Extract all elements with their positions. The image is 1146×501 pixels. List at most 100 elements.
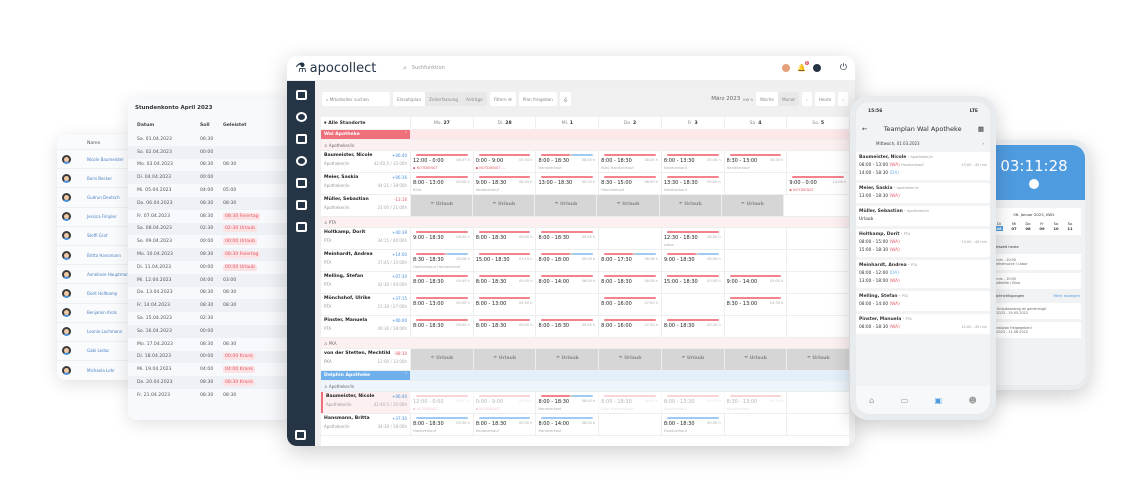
calendar-icon[interactable]: ▦ <box>977 125 984 133</box>
tab-einsatzplan[interactable]: Einsatzplan <box>393 92 426 106</box>
vacation-cell[interactable]: ☂ Urlaub <box>786 349 850 370</box>
vacation-cell[interactable]: ☂ Urlaub <box>472 195 535 216</box>
vacation-cell[interactable]: ☂ Urlaub <box>598 349 661 370</box>
employee-name[interactable]: Boris Becker <box>87 175 112 181</box>
profile-icon[interactable]: ☻ <box>968 395 977 405</box>
notification-item[interactable]: Dienstplan freigegeben! 02.2023 - 11.06.2… <box>987 322 1081 338</box>
empty-cell[interactable] <box>786 250 849 271</box>
avatar[interactable] <box>782 64 791 72</box>
shift-cell[interactable]: 8:00 - 18:30 08:38 h <box>598 272 661 293</box>
home-icon[interactable]: ⌂ <box>869 395 875 405</box>
day-button[interactable]: Di 06 <box>995 221 1003 231</box>
shift-cell[interactable]: 8:00 - 18:30 09:45 h <box>472 228 536 249</box>
shift-cell[interactable]: 8:00 - 13:00 05:00 h Büro <box>410 173 473 194</box>
tab-zeiterfassung[interactable]: Zeiterfassung <box>425 92 463 106</box>
shift-cell[interactable]: 0:00 - 9:00 05:34 h ▪ NOTDIENST <box>472 392 536 413</box>
list-item[interactable]: Britta Hansmann <box>57 244 137 264</box>
back-arrow-icon[interactable]: ← <box>862 125 868 133</box>
empty-cell[interactable] <box>786 294 849 315</box>
sidebar-schedule-icon[interactable] <box>295 200 307 210</box>
empty-cell[interactable] <box>786 414 849 435</box>
sidebar-contacts-icon[interactable] <box>295 222 307 232</box>
shift-cell[interactable]: 8:30 - 18:30 08:28 h Handverkauf Handverka… <box>410 250 473 271</box>
release-plan-button[interactable]: Plan freigeben <box>518 92 557 106</box>
shift-cell[interactable]: 8:00 - 18:30 09:45 h <box>410 272 473 293</box>
logo[interactable]: ⚗ apocollect <box>295 60 377 76</box>
sidebar-calendar-icon[interactable] <box>295 178 307 188</box>
prev-button[interactable]: ‹ <box>802 92 812 106</box>
shift-cell[interactable]: 9:00 - 18:30 08:45 h Handverkauf <box>472 173 536 194</box>
day-button[interactable]: Do 08 <box>1025 221 1030 231</box>
shift-cell[interactable]: 8:00 - 14:00 06:00 h <box>535 272 598 293</box>
shift-cell[interactable]: 9:00 - 18:30 08:45 h <box>410 228 473 249</box>
team-card[interactable]: Melling, Stefan · PTA 08:00 - 14:00 (WA) <box>856 291 990 311</box>
list-item[interactable]: Steffi Graf <box>57 225 137 245</box>
location-toggle[interactable]: Delphin Apotheke ˄ <box>321 371 410 380</box>
global-search-input[interactable]: Suchfunktion <box>411 65 445 71</box>
shift-cell[interactable]: 12:30 - 18:30 06:00 h Labor <box>660 228 724 249</box>
employee-cell[interactable]: Meier, Saskia Apotheker/in +06:36 44:21 / 3… <box>321 173 410 194</box>
empty-cell[interactable] <box>782 195 849 216</box>
sidebar-chat-icon[interactable] <box>295 112 307 122</box>
team-card[interactable]: Müller, Sebastian · Apotheker/in Urlaub <box>856 206 990 226</box>
filter-button[interactable]: Filtern ☰ <box>489 92 516 106</box>
employee-cell[interactable]: Melling, Stefan PTA +07:30 42:30 / 40:00h <box>321 272 410 293</box>
empty-cell[interactable] <box>723 173 787 194</box>
shift-cell[interactable]: 9:00 - 14:00 05:00 h <box>723 272 787 293</box>
shift-cell[interactable]: 12:00 - 0:00 06:47 h ▪ NOTDIENST <box>410 392 473 413</box>
shift-cell[interactable]: 8:00 - 18:30 08:45 h Büro Handverkauf <box>598 392 661 413</box>
chevron-right-icon[interactable]: › <box>982 141 984 146</box>
empty-cell[interactable] <box>535 294 598 315</box>
team-card[interactable]: Meinhardt, Andrea · PTA 08:00 - 12:00 (DA… <box>856 260 990 288</box>
employee-name[interactable]: Gudrun Deutsch <box>87 194 120 200</box>
shift-cell[interactable]: 8:00 - 18:30 09:30 h Handverkauf <box>472 414 536 435</box>
day-button[interactable]: So 11 <box>1067 221 1072 231</box>
location-filter[interactable]: ⌖ Alle Standorte <box>324 121 366 126</box>
sidebar-table-icon[interactable] <box>295 430 306 440</box>
employee-cell[interactable]: Pinster, Manuela PTA +06:00 40:30 / 18:00h <box>321 316 410 337</box>
shift-cell[interactable]: 8:00 - 18:00 09:00 h <box>535 250 598 271</box>
employee-name[interactable]: Anneliese Hauptmann <box>87 271 132 277</box>
team-card[interactable]: Baumeister, Nicole · Apotheker/in 08:00 -… <box>856 152 990 180</box>
employee-name[interactable]: Dorit Holtkamp <box>87 290 118 296</box>
shift-cell[interactable]: 8:00 - 18:30 09:45 h <box>472 272 536 293</box>
vacation-cell[interactable]: ☂ Urlaub <box>535 349 599 370</box>
shift-cell[interactable]: 8:30 - 13:00 04:30 h Handverkauf <box>723 151 787 172</box>
shift-cell[interactable]: 8:00 - 16:00 07:30 h <box>598 316 661 337</box>
shift-cell[interactable]: 8:00 - 16:00 07:00 h <box>598 294 661 315</box>
list-item[interactable]: Jessica Fimpler <box>57 206 137 226</box>
shift-cell[interactable]: 8:00 - 18:30 09:45 h <box>472 316 536 337</box>
day-button[interactable]: Mi 07 <box>1011 221 1016 231</box>
employee-cell[interactable]: Holtkamp, Dorit PTA +40:39 34:15 / 40:00h <box>321 228 410 249</box>
location-toggle[interactable]: Wal Apotheke ˄ <box>321 130 410 139</box>
shift-cell[interactable]: 12:00 - 0:00 06:47 h ▪ NOTDIENST <box>410 151 473 172</box>
notification-item[interactable]: Ihr Urlaubsantrag ist genehmigt! 05.2023 … <box>987 303 1081 319</box>
list-item[interactable]: Dorit Holtkamp <box>57 283 137 302</box>
team-card[interactable]: Meier, Saskia · Apotheker/in 13:00 - 18:3… <box>856 183 990 203</box>
shift-cell[interactable]: 8:00 - 18:30 09:45 h <box>535 228 598 249</box>
employee-cell[interactable]: Baumeister, Nicole Apotheker/in +06:40 42:4… <box>321 392 410 413</box>
view-month-button[interactable]: Monat <box>777 92 800 106</box>
empty-cell[interactable] <box>660 294 724 315</box>
vacation-cell[interactable]: ☂ Urlaub <box>723 349 787 370</box>
team-card[interactable]: Holtkamp, Dorit · PTA 08:00 - 15:00 (WA) … <box>856 229 990 257</box>
help-icon[interactable] <box>812 64 821 72</box>
shift-cell[interactable]: 8:00 - 13:30 05:30 h Handverkauf <box>660 151 724 172</box>
employee-name[interactable]: Jessica Fimpler <box>87 214 117 220</box>
list-item[interactable]: Michaela Lehr <box>57 360 137 379</box>
bell-icon[interactable]: 🔔 0 <box>797 61 809 72</box>
name-column-header[interactable]: Name <box>87 141 101 146</box>
shift-cell[interactable]: 8:00 - 18:30 08:45 h Handverkauf <box>535 392 598 413</box>
empty-cell[interactable] <box>723 316 787 337</box>
shift-cell[interactable]: 8:30 - 13:00 04:30 h Handverkauf <box>723 392 787 413</box>
shift-cell[interactable]: 8:00 - 18:30 09:30 h Handverkauf <box>410 414 473 435</box>
list-item[interactable]: Nicole Baumeister <box>57 149 137 168</box>
vacation-cell[interactable]: ☂ Urlaub <box>720 195 783 216</box>
shift-cell[interactable]: 0:00 - 9:00 05:34 h ▪ NOTDIENST ... <box>472 151 536 172</box>
tab-antraege[interactable]: Anträge <box>462 92 487 106</box>
shift-cell[interactable]: 8:00 - 18:30 09:45 h <box>410 316 473 337</box>
vacation-cell[interactable]: ☂ Urlaub <box>596 195 659 216</box>
shift-cell[interactable]: 9:00 - 0:00 14:06 h ▪ NOTDIENST <box>786 173 849 194</box>
employee-name[interactable]: Britta Hansmann <box>87 252 121 258</box>
shift-cell[interactable]: 8:00 - 18:30 09:45 h <box>535 316 598 337</box>
